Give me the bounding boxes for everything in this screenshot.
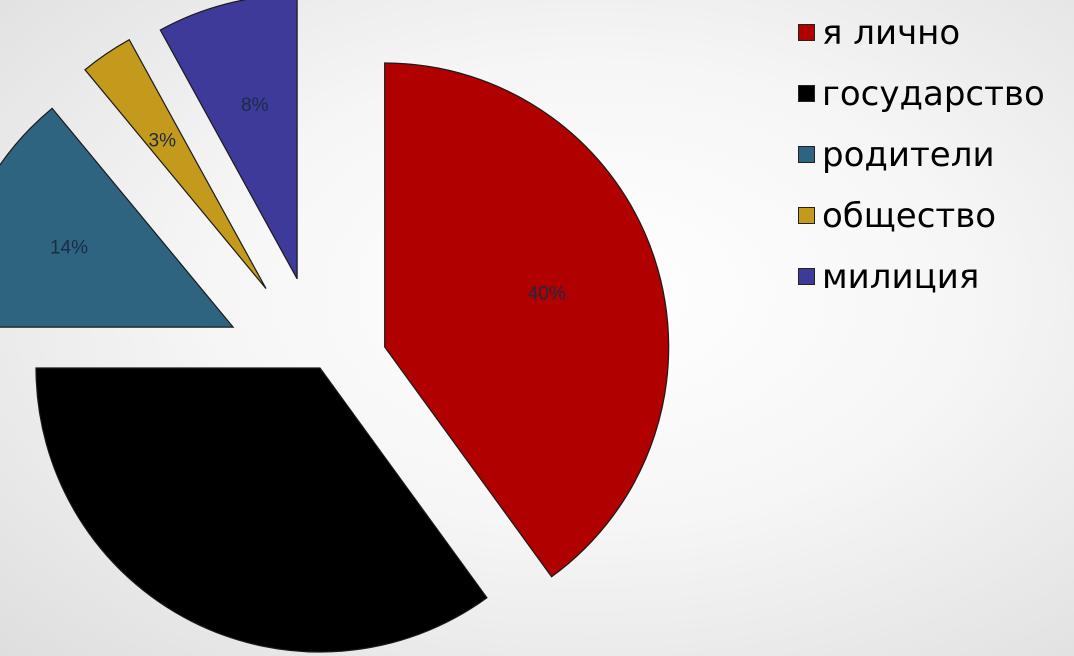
chart-legend: я лично государство родители общество милици… [798,2,1074,307]
legend-swatch-2 [798,85,815,102]
legend-label-3: родители [822,134,995,175]
legend-label-4: общество [822,195,997,236]
legend-label-2: государство [822,73,1045,114]
legend-swatch-4 [798,207,815,224]
pie-slice-2 [35,367,488,653]
pie-data-label-5: 8% [241,95,269,116]
legend-swatch-1 [798,24,815,41]
legend-swatch-5 [798,268,815,285]
legend-swatch-3 [798,146,815,163]
legend-item-4: общество [798,185,1074,246]
pie-data-label-4: 3% [149,131,177,152]
pie-slice-4 [84,38,267,289]
pie-slices [0,0,670,653]
legend-item-3: родители [798,124,1074,185]
legend-label-5: милиция [822,256,980,297]
pie-slice-5 [159,0,298,280]
legend-item-1: я лично [798,2,1074,63]
legend-label-1: я лично [822,12,961,53]
pie-data-label-1: 40% [528,283,566,304]
pie-data-label-3: 14% [50,238,88,259]
legend-item-2: государство [798,63,1074,124]
legend-item-5: милиция [798,246,1074,307]
pie-slice-3 [0,107,235,328]
pie-data-labels: 40% 14% 3% 8% [50,95,566,304]
pie-slice-1 [384,62,670,578]
